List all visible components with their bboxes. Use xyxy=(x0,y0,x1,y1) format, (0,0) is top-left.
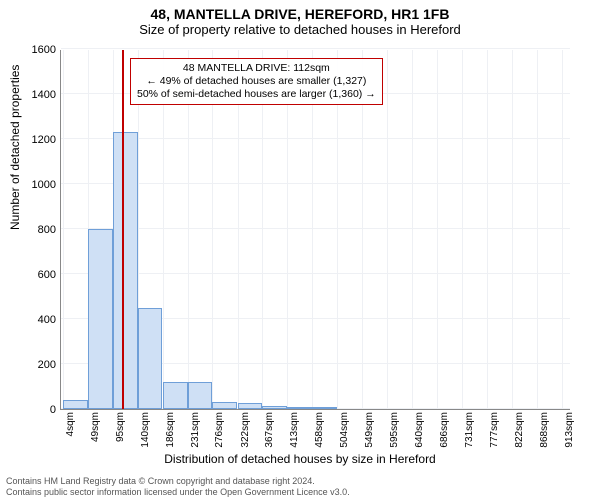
gridline-v xyxy=(487,50,488,409)
title-line1: 48, MANTELLA DRIVE, HEREFORD, HR1 1FB xyxy=(0,6,600,22)
histogram-bar xyxy=(312,407,337,409)
xtick-label: 549sqm xyxy=(364,412,375,448)
xtick-label: 640sqm xyxy=(414,412,425,448)
ytick-label: 1400 xyxy=(16,89,56,101)
xtick-label: 777sqm xyxy=(489,412,500,448)
attribution-line1: Contains HM Land Registry data © Crown c… xyxy=(6,476,594,487)
property-annotation-box: 48 MANTELLA DRIVE: 112sqm ← 49% of detac… xyxy=(130,58,383,105)
xtick-label: 186sqm xyxy=(165,412,176,448)
gridline-h xyxy=(61,48,570,49)
ytick-label: 400 xyxy=(16,314,56,326)
xtick-label: 276sqm xyxy=(214,412,225,448)
attribution-text: Contains HM Land Registry data © Crown c… xyxy=(6,476,594,498)
xtick-label: 504sqm xyxy=(339,412,350,448)
histogram-bar xyxy=(238,403,263,409)
histogram-bar xyxy=(287,407,312,409)
xtick-label: 140sqm xyxy=(140,412,151,448)
xtick-label: 913sqm xyxy=(564,412,575,448)
xtick-label: 595sqm xyxy=(389,412,400,448)
gridline-v xyxy=(63,50,64,409)
gridline-v xyxy=(537,50,538,409)
xtick-label: 868sqm xyxy=(539,412,550,448)
xtick-label: 322sqm xyxy=(240,412,251,448)
property-marker-line xyxy=(122,50,124,409)
histogram-bar xyxy=(188,382,213,409)
gridline-v xyxy=(512,50,513,409)
gridline-v xyxy=(462,50,463,409)
histogram-bar xyxy=(262,406,287,409)
xtick-label: 4sqm xyxy=(65,412,76,436)
xtick-label: 458sqm xyxy=(314,412,325,448)
xtick-label: 367sqm xyxy=(264,412,275,448)
xtick-label: 731sqm xyxy=(464,412,475,448)
histogram-bar xyxy=(113,132,138,409)
chart-title-block: 48, MANTELLA DRIVE, HEREFORD, HR1 1FB Si… xyxy=(0,0,600,37)
ytick-label: 800 xyxy=(16,224,56,236)
xtick-label: 413sqm xyxy=(289,412,300,448)
xtick-label: 49sqm xyxy=(90,412,101,442)
gridline-v xyxy=(387,50,388,409)
gridline-v xyxy=(437,50,438,409)
attribution-line2: Contains public sector information licen… xyxy=(6,487,594,498)
annotation-line1: 48 MANTELLA DRIVE: 112sqm xyxy=(137,62,376,75)
histogram-bar xyxy=(138,308,163,409)
ytick-label: 600 xyxy=(16,269,56,281)
ytick-label: 1600 xyxy=(16,44,56,56)
histogram-bar xyxy=(163,382,188,409)
title-line2: Size of property relative to detached ho… xyxy=(0,22,600,37)
ytick-label: 200 xyxy=(16,359,56,371)
histogram-bar xyxy=(63,400,88,409)
histogram-bar xyxy=(212,402,237,409)
ytick-label: 1200 xyxy=(16,134,56,146)
xtick-label: 822sqm xyxy=(514,412,525,448)
xtick-label: 231sqm xyxy=(190,412,201,448)
xtick-label: 686sqm xyxy=(439,412,450,448)
gridline-v xyxy=(562,50,563,409)
ytick-label: 0 xyxy=(16,404,56,416)
ytick-label: 1000 xyxy=(16,179,56,191)
xtick-label: 95sqm xyxy=(115,412,126,442)
histogram-bar xyxy=(88,229,113,409)
annotation-line3: 50% of semi-detached houses are larger (… xyxy=(137,88,376,101)
gridline-v xyxy=(412,50,413,409)
x-axis-label: Distribution of detached houses by size … xyxy=(0,452,600,466)
annotation-line2: ← 49% of detached houses are smaller (1,… xyxy=(137,75,376,88)
